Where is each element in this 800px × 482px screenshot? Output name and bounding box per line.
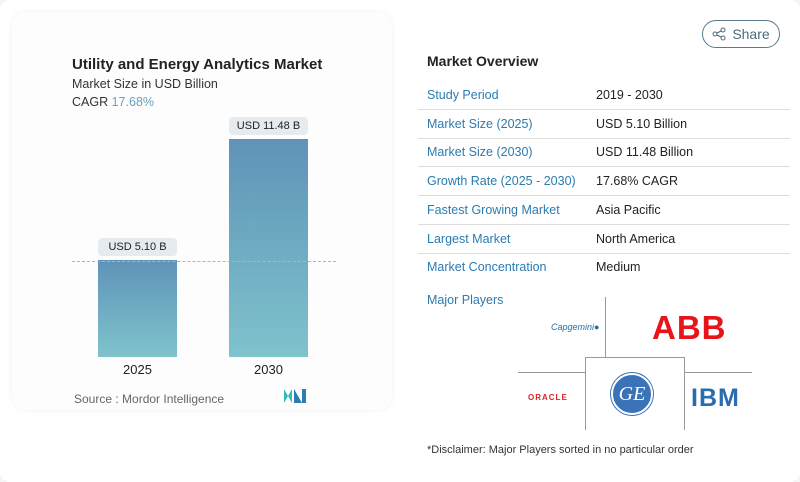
bar-2030 [229, 138, 308, 357]
row-key: Market Size (2030) [427, 145, 533, 160]
major-players-title: Major Players [427, 293, 504, 307]
cagr-value: 17.68% [111, 95, 155, 109]
data-label: USD 5.10 B [98, 238, 177, 257]
overview-row: Fastest Growing Market Asia Pacific [418, 196, 790, 225]
oracle-logo: ORACLE [528, 393, 568, 402]
cagr: CAGR 17.68% [72, 95, 154, 109]
bar-2025 [98, 260, 177, 357]
ge-box [585, 357, 685, 430]
overview-row: Study Period 2019 - 2030 [418, 81, 790, 110]
reference-line [72, 261, 336, 262]
row-value: 2019 - 2030 [596, 88, 663, 102]
data-label: USD 11.48 B [229, 116, 308, 135]
cagr-label: CAGR [72, 95, 109, 109]
x-tick-label: 2030 [254, 362, 283, 377]
overview-row: Market Size (2025) USD 5.10 Billion [418, 110, 790, 139]
row-key: Fastest Growing Market [427, 202, 560, 217]
x-tick-label: 2025 [123, 362, 152, 377]
source: Source : Mordor Intelligence [74, 392, 225, 406]
row-value: 17.68% CAGR [596, 174, 678, 189]
chart-subtitle: Market Size in USD Billion [72, 77, 218, 91]
overview-row: Market Concentration Medium [418, 253, 790, 282]
row-value: Medium [596, 260, 641, 275]
chart-title: Utility and Energy Analytics Market [72, 56, 323, 73]
share-icon [712, 27, 726, 41]
row-value: USD 11.48 Billion [596, 145, 694, 160]
row-key: Market Size (2025) [427, 116, 533, 131]
share-button[interactable]: Share [702, 20, 780, 48]
disclaimer: *Disclaimer: Major Players sorted in no … [427, 444, 694, 456]
overview-title: Market Overview [427, 53, 539, 69]
row-key: Market Concentration [427, 260, 547, 275]
row-key: Growth Rate (2025 - 2030) [427, 174, 576, 189]
capgemini-logo: Capgemini● [551, 322, 600, 332]
mordor-logo-icon [284, 389, 306, 403]
row-key: Largest Market [427, 231, 511, 246]
row-value: North America [596, 231, 676, 246]
chart-card [12, 12, 392, 410]
row-value: USD 5.10 Billion [596, 116, 688, 131]
divider [605, 297, 606, 357]
share-label: Share [732, 26, 770, 42]
abb-logo: ABB [652, 309, 727, 346]
overview-row: Market Size (2030) USD 11.48 Billion [418, 138, 790, 168]
divider [685, 372, 752, 373]
overview-row: Growth Rate (2025 - 2030) 17.68% CAGR [418, 167, 790, 197]
row-key: Study Period [427, 88, 499, 102]
ibm-logo: IBM [691, 384, 740, 412]
overview-row: Largest Market North America [418, 225, 790, 254]
divider [518, 372, 585, 373]
row-value: Asia Pacific [596, 202, 661, 217]
ge-logo: GE [611, 373, 653, 415]
